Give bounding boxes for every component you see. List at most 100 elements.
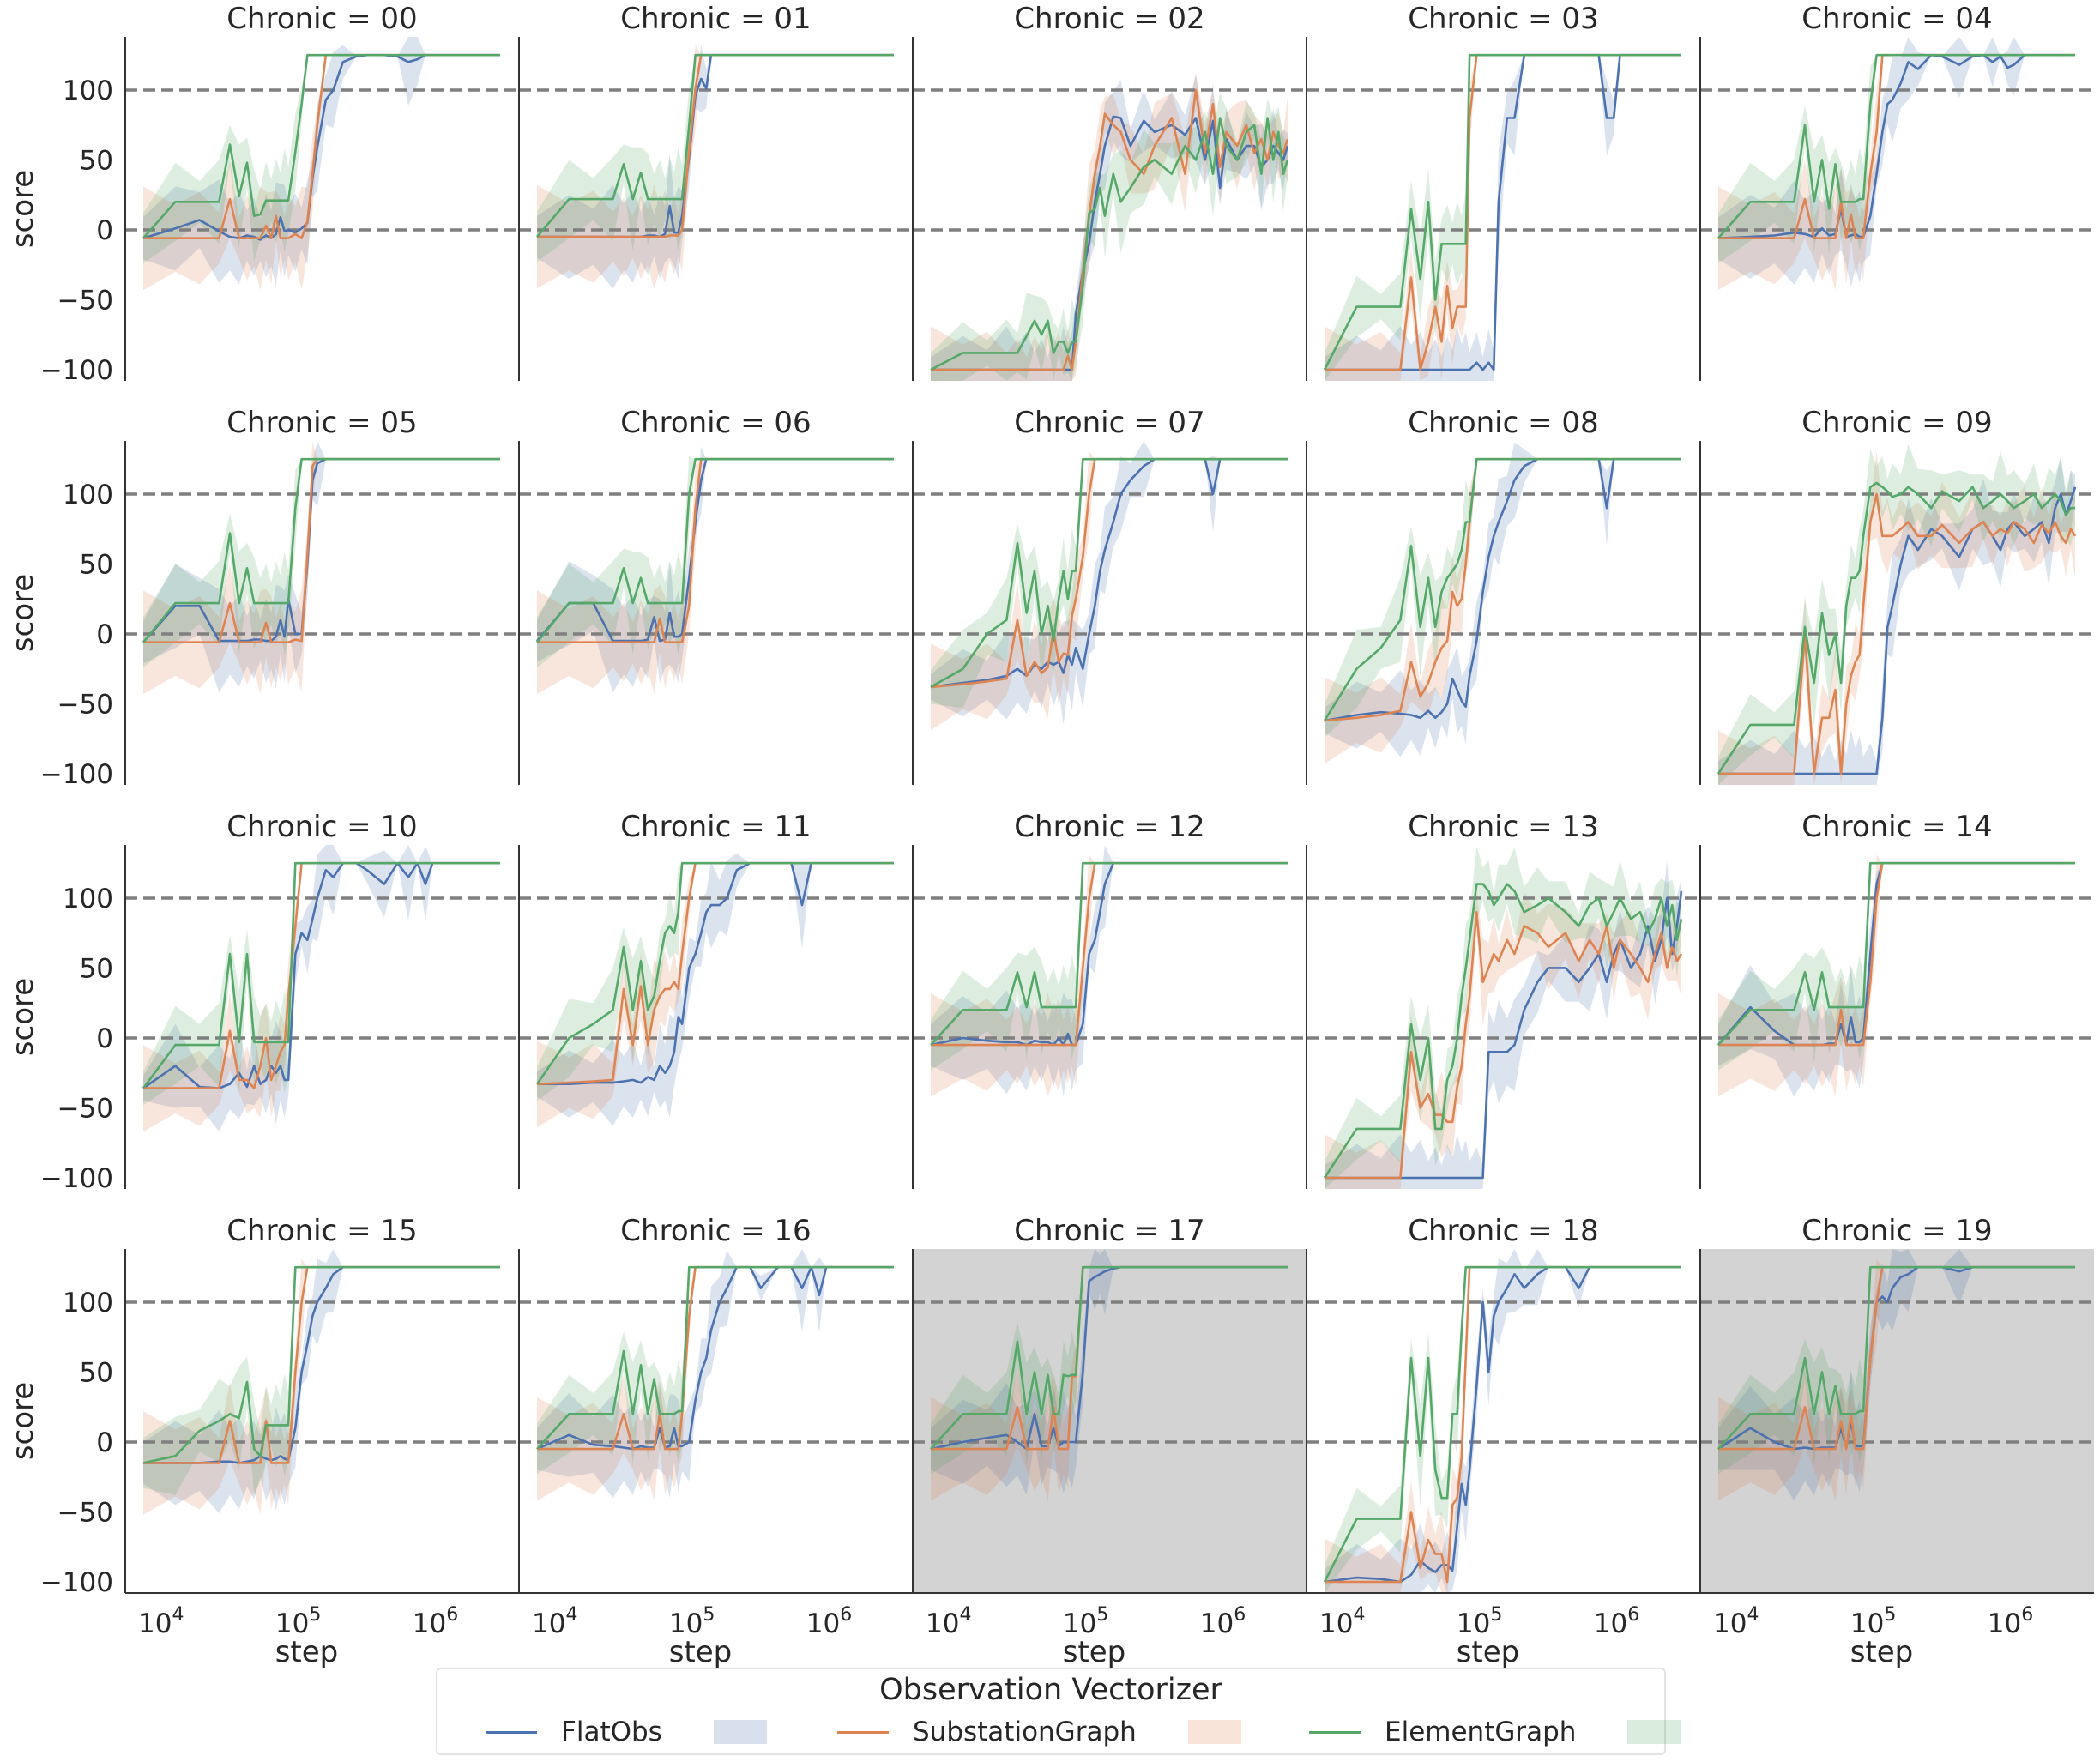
y-axis-label: score xyxy=(6,978,40,1056)
x-tick-label: 104 xyxy=(532,1604,577,1639)
x-tick-exponent: 5 xyxy=(703,1604,715,1626)
ci-band-flatobs xyxy=(1325,442,1681,757)
panel-title: Chronic = 10 xyxy=(226,810,417,844)
x-tick-label: 104 xyxy=(926,1604,971,1639)
panel-chronic-11: Chronic = 11 xyxy=(518,810,913,1189)
ci-band-elementgraph xyxy=(931,93,1288,381)
x-tick-exponent: 6 xyxy=(840,1604,852,1626)
x-tick-label: 105 xyxy=(275,1604,321,1639)
panel-title: Chronic = 09 xyxy=(1801,406,1992,440)
x-tick-exponent: 4 xyxy=(959,1604,971,1626)
ci-band-flatobs xyxy=(1718,456,2075,785)
series-line-elementgraph xyxy=(930,1265,1288,1450)
y-axis-label: score xyxy=(6,574,40,652)
panel-title: Chronic = 19 xyxy=(1801,1214,1992,1248)
x-tick-label: 104 xyxy=(138,1604,184,1639)
series-line-elementgraph xyxy=(1323,1265,1681,1583)
series-line-elementgraph xyxy=(1717,1265,2075,1450)
y-tick-label: 100 xyxy=(63,884,113,914)
x-tick-base: 10 xyxy=(1988,1608,2021,1639)
ci-band-substationgraph xyxy=(537,1267,894,1501)
x-tick-base: 10 xyxy=(1319,1608,1353,1639)
ci-band-substationgraph xyxy=(143,1258,500,1515)
legend-title: Observation Vectorizer xyxy=(879,1673,1222,1707)
panel-title: Chronic = 05 xyxy=(226,406,417,440)
y-tick-label: 50 xyxy=(80,145,113,176)
panel-chronic-14: Chronic = 14 xyxy=(1699,810,2094,1189)
y-axis-label: score xyxy=(6,170,40,248)
x-tick-base: 10 xyxy=(1713,1608,1747,1639)
y-tick-label: 50 xyxy=(80,953,113,984)
legend-band-flatobs xyxy=(713,1720,767,1744)
panel-title: Chronic = 08 xyxy=(1408,406,1598,440)
ci-band-substationgraph xyxy=(143,863,500,1132)
series-line-elementgraph xyxy=(1323,457,1681,721)
series-line-elementgraph xyxy=(1717,481,2075,775)
panel-chronic-13: Chronic = 13 xyxy=(1306,810,1700,1189)
x-tick-exponent: 4 xyxy=(1353,1604,1365,1626)
x-tick-base: 10 xyxy=(669,1608,703,1639)
y-tick-label: 100 xyxy=(63,75,113,106)
ci-band-substationgraph xyxy=(143,441,500,694)
series-line-elementgraph xyxy=(1323,883,1683,1179)
panel-title: Chronic = 03 xyxy=(1408,2,1598,36)
y-tick-label: −100 xyxy=(40,355,113,386)
x-tick-base: 10 xyxy=(1594,1608,1627,1639)
ci-band-flatobs xyxy=(143,845,500,1132)
x-tick-label: 106 xyxy=(413,1604,458,1639)
panel-chronic-07: Chronic = 07 xyxy=(912,406,1306,785)
panel-title: Chronic = 15 xyxy=(226,1214,417,1248)
legend-label-substationgraph: SubstationGraph xyxy=(913,1717,1137,1747)
ci-band-flatobs xyxy=(143,37,500,287)
panel-chronic-03: Chronic = 03 xyxy=(1306,2,1700,381)
x-tick-base: 10 xyxy=(413,1608,446,1639)
ci-band-flatobs xyxy=(931,1249,1288,1495)
x-tick-label: 106 xyxy=(1594,1604,1639,1639)
series-line-elementgraph xyxy=(142,1265,500,1464)
ci-band-elementgraph xyxy=(143,863,500,1106)
series-line-elementgraph xyxy=(142,861,500,1089)
legend-line-elementgraph xyxy=(1309,1730,1361,1734)
legend-band-elementgraph xyxy=(1627,1720,1681,1744)
ci-band-substationgraph xyxy=(1718,55,2075,290)
series-line-elementgraph xyxy=(142,457,500,643)
y-tick-label: −100 xyxy=(40,1163,113,1194)
x-tick-label: 106 xyxy=(806,1604,852,1639)
x-axis-label: step xyxy=(1457,1635,1520,1669)
legend-line-substationgraph xyxy=(837,1730,889,1734)
x-tick-base: 10 xyxy=(926,1608,959,1639)
panel-title: Chronic = 13 xyxy=(1408,810,1598,844)
ci-band-flatobs xyxy=(537,1249,894,1499)
panel-chronic-00: Chronic = 00 100 50 0 −50 −100 score xyxy=(6,2,519,386)
series-line-elementgraph xyxy=(535,861,894,1085)
ci-band-substationgraph xyxy=(931,1267,1288,1501)
ci-band-substationgraph xyxy=(1718,450,2075,785)
series-line-elementgraph xyxy=(142,53,500,239)
series-line-elementgraph xyxy=(536,53,894,238)
ci-band-elementgraph xyxy=(1325,846,1681,1189)
series-line-elementgraph xyxy=(536,1265,894,1450)
x-axis-label: step xyxy=(1063,1635,1126,1669)
panel-chronic-05: Chronic = 05 100 50 0 −50 −100 score xyxy=(6,406,519,790)
x-tick-exponent: 6 xyxy=(1627,1604,1639,1626)
panel-chronic-12: Chronic = 12 xyxy=(912,810,1306,1189)
series-line-flatobs xyxy=(1718,486,2077,775)
series-line-elementgraph xyxy=(930,861,1288,1046)
panel-chronic-06: Chronic = 06 xyxy=(518,406,913,785)
ci-band-flatobs xyxy=(931,845,1288,1097)
x-tick-exponent: 4 xyxy=(1747,1604,1759,1626)
series-line-substationgraph xyxy=(1325,53,1681,371)
ci-band-substationgraph xyxy=(931,450,1288,731)
x-axis-label: step xyxy=(275,1635,339,1669)
y-tick-label: 0 xyxy=(96,619,113,650)
ci-band-flatobs xyxy=(143,1249,500,1514)
x-tick-exponent: 5 xyxy=(309,1604,321,1626)
y-tick-label: 100 xyxy=(63,480,113,510)
ci-band-elementgraph xyxy=(1325,55,1681,381)
panel-title: Chronic = 02 xyxy=(1014,2,1204,36)
ci-band-flatobs xyxy=(1325,1249,1681,1593)
y-tick-label: −100 xyxy=(40,1567,113,1598)
